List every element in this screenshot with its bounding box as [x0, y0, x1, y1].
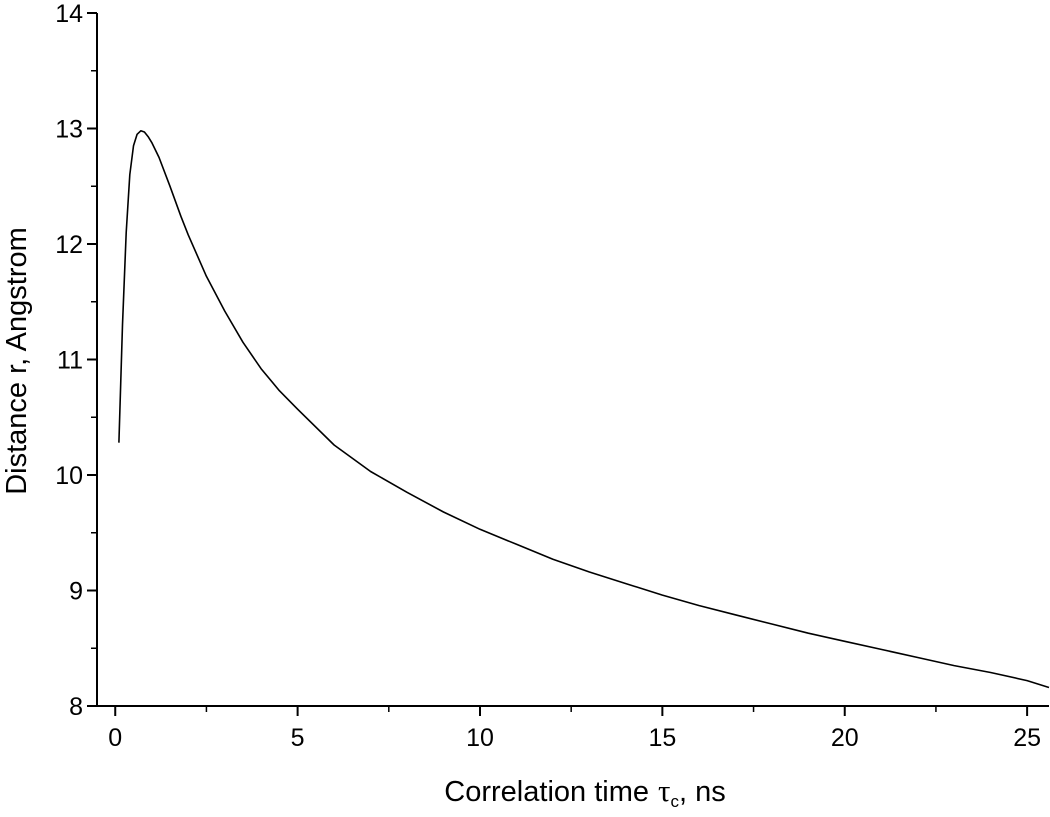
- x-tick-label: 0: [108, 724, 122, 752]
- ticks: [87, 12, 1029, 716]
- plot-series: [118, 130, 1050, 689]
- y-tick-label: 12: [55, 231, 83, 259]
- x-axis-title: Correlation time τc, ns: [444, 773, 725, 811]
- x-axis-title-subscript: c: [670, 792, 679, 811]
- x-tick-label: 5: [291, 724, 305, 752]
- y-tick-label: 10: [55, 462, 83, 490]
- x-axis-title-symbol: τ: [658, 773, 670, 808]
- x-tick-label: 10: [466, 724, 494, 752]
- y-tick-label: 11: [57, 347, 83, 375]
- x-tick-label: 15: [648, 724, 676, 752]
- series-line-0: [118, 130, 1050, 689]
- y-axis-title: Distance r, Angstrom: [1, 227, 33, 495]
- y-tick-label: 9: [69, 578, 83, 606]
- axes: [96, 13, 1049, 707]
- y-tick-label: 14: [55, 0, 83, 28]
- x-axis-title-text: Correlation time: [444, 776, 649, 808]
- tick-labels: 8 9 10 11 12 13 14 0 5 10 15 20 25: [55, 0, 1041, 752]
- x-tick-label: 25: [1013, 724, 1041, 752]
- x-tick-label: 20: [831, 724, 859, 752]
- y-tick-label: 8: [69, 693, 83, 721]
- y-tick-label: 13: [55, 116, 83, 144]
- x-axis-title-unit: , ns: [679, 776, 726, 808]
